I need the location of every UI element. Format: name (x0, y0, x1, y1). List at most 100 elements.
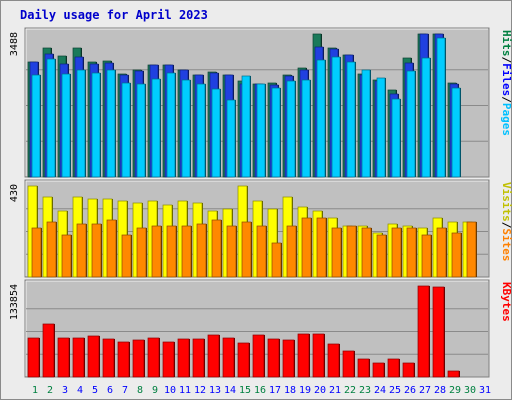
bar-sites-day-12 (196, 223, 207, 278)
bar-pages-day-6 (106, 69, 116, 178)
day-label-23: 23 (359, 385, 371, 396)
series-label-visits: Visits (500, 182, 512, 222)
day-label-13: 13 (209, 385, 221, 396)
bar-sites-day-25 (391, 227, 402, 278)
bar-sites-day-6 (106, 219, 117, 278)
bar-pages-day-2 (46, 58, 56, 178)
day-label-4: 4 (77, 385, 83, 396)
bar-pages-day-14 (226, 99, 236, 178)
bar-kbytes-day-13 (207, 334, 220, 378)
bar-pages-day-1 (31, 74, 41, 178)
panel-series-labels: Visits/Sites (500, 182, 512, 262)
series-label-hits: Hits (500, 30, 512, 57)
bar-pages-day-16 (256, 83, 266, 178)
day-label-3: 3 (62, 385, 68, 396)
bar-sites-day-26 (406, 227, 417, 278)
bar-sites-day-30 (466, 221, 477, 278)
bar-kbytes-day-7 (117, 341, 130, 378)
day-label-15: 15 (239, 385, 251, 396)
day-label-30: 30 (464, 385, 476, 396)
bar-pages-day-25 (391, 98, 401, 178)
bar-sites-day-27 (421, 234, 432, 278)
bar-kbytes-day-29 (447, 370, 460, 378)
bar-kbytes-day-24 (372, 362, 385, 378)
bar-kbytes-day-3 (57, 337, 70, 378)
bar-pages-day-4 (76, 69, 86, 178)
bar-kbytes-day-14 (222, 337, 235, 378)
bar-sites-day-11 (181, 225, 192, 278)
bar-pages-day-18 (286, 80, 296, 178)
label-separator: / (500, 222, 512, 229)
bar-kbytes-day-21 (327, 343, 340, 378)
day-label-29: 29 (449, 385, 461, 396)
day-label-26: 26 (404, 385, 416, 396)
bar-sites-day-3 (61, 234, 72, 278)
bar-pages-day-21 (331, 56, 341, 178)
bar-kbytes-day-12 (192, 338, 205, 378)
panel-max-label: 133854 (9, 284, 20, 320)
bar-pages-day-22 (346, 61, 356, 178)
day-label-31: 31 (479, 385, 491, 396)
bar-pages-day-11 (181, 79, 191, 178)
bar-kbytes-day-23 (357, 358, 370, 378)
day-label-18: 18 (284, 385, 296, 396)
bar-sites-day-19 (301, 217, 312, 278)
bar-kbytes-day-17 (267, 338, 280, 378)
bar-kbytes-day-6 (102, 338, 115, 378)
day-label-6: 6 (107, 385, 113, 396)
bar-pages-day-7 (121, 82, 131, 178)
bar-kbytes-day-26 (402, 362, 415, 378)
bar-pages-day-29 (451, 87, 461, 178)
bar-kbytes-day-9 (147, 337, 160, 378)
bar-pages-day-20 (316, 59, 326, 178)
day-label-2: 2 (47, 385, 53, 396)
bar-pages-day-12 (196, 83, 206, 178)
series-label-files: Files (500, 63, 512, 96)
bar-kbytes-day-20 (312, 333, 325, 378)
bar-pages-day-10 (166, 72, 176, 178)
bar-sites-day-17 (271, 242, 282, 278)
bar-kbytes-day-28 (432, 286, 445, 378)
bar-kbytes-day-16 (252, 334, 265, 378)
bar-pages-day-3 (61, 73, 71, 178)
day-label-5: 5 (92, 385, 98, 396)
bar-sites-day-2 (46, 221, 57, 278)
day-label-21: 21 (329, 385, 341, 396)
panel-series-labels: Hits/Files/Pages (500, 30, 512, 136)
bar-pages-day-23 (361, 69, 371, 178)
bar-sites-day-16 (256, 225, 267, 278)
bar-kbytes-day-27 (417, 285, 430, 378)
panel-series-labels: KBytes (500, 282, 512, 322)
bar-sites-day-14 (226, 225, 237, 278)
bar-sites-day-13 (211, 219, 222, 278)
bar-pages-day-5 (91, 72, 101, 178)
bar-sites-day-7 (121, 234, 132, 278)
day-label-14: 14 (224, 385, 236, 396)
bar-pages-day-28 (436, 37, 446, 178)
bar-sites-day-5 (91, 223, 102, 278)
day-label-27: 27 (419, 385, 431, 396)
bar-sites-day-22 (346, 225, 357, 278)
day-label-1: 1 (32, 385, 38, 396)
bar-sites-day-10 (166, 225, 177, 278)
panel-max-label: 430 (9, 184, 20, 202)
day-label-9: 9 (152, 385, 158, 396)
bar-sites-day-23 (361, 227, 372, 278)
bar-sites-day-28 (436, 227, 447, 278)
panel-kbytes: 133854 KBytes (9, 279, 512, 378)
panel-max-label: 3488 (9, 32, 20, 56)
bar-pages-day-13 (211, 88, 221, 178)
day-label-12: 12 (194, 385, 206, 396)
day-label-10: 10 (164, 385, 176, 396)
bar-kbytes-day-18 (282, 339, 295, 378)
bar-kbytes-day-8 (132, 339, 145, 378)
bar-pages-day-9 (151, 78, 161, 178)
bar-sites-day-8 (136, 227, 147, 278)
bar-pages-day-24 (376, 77, 386, 178)
day-label-20: 20 (314, 385, 326, 396)
bar-sites-day-29 (451, 232, 462, 278)
bar-sites-day-15 (241, 221, 252, 278)
panel-hits: 3488 Hits/Files/Pages (9, 27, 512, 178)
panel-visits: 430 Visits/Sites (9, 179, 512, 278)
